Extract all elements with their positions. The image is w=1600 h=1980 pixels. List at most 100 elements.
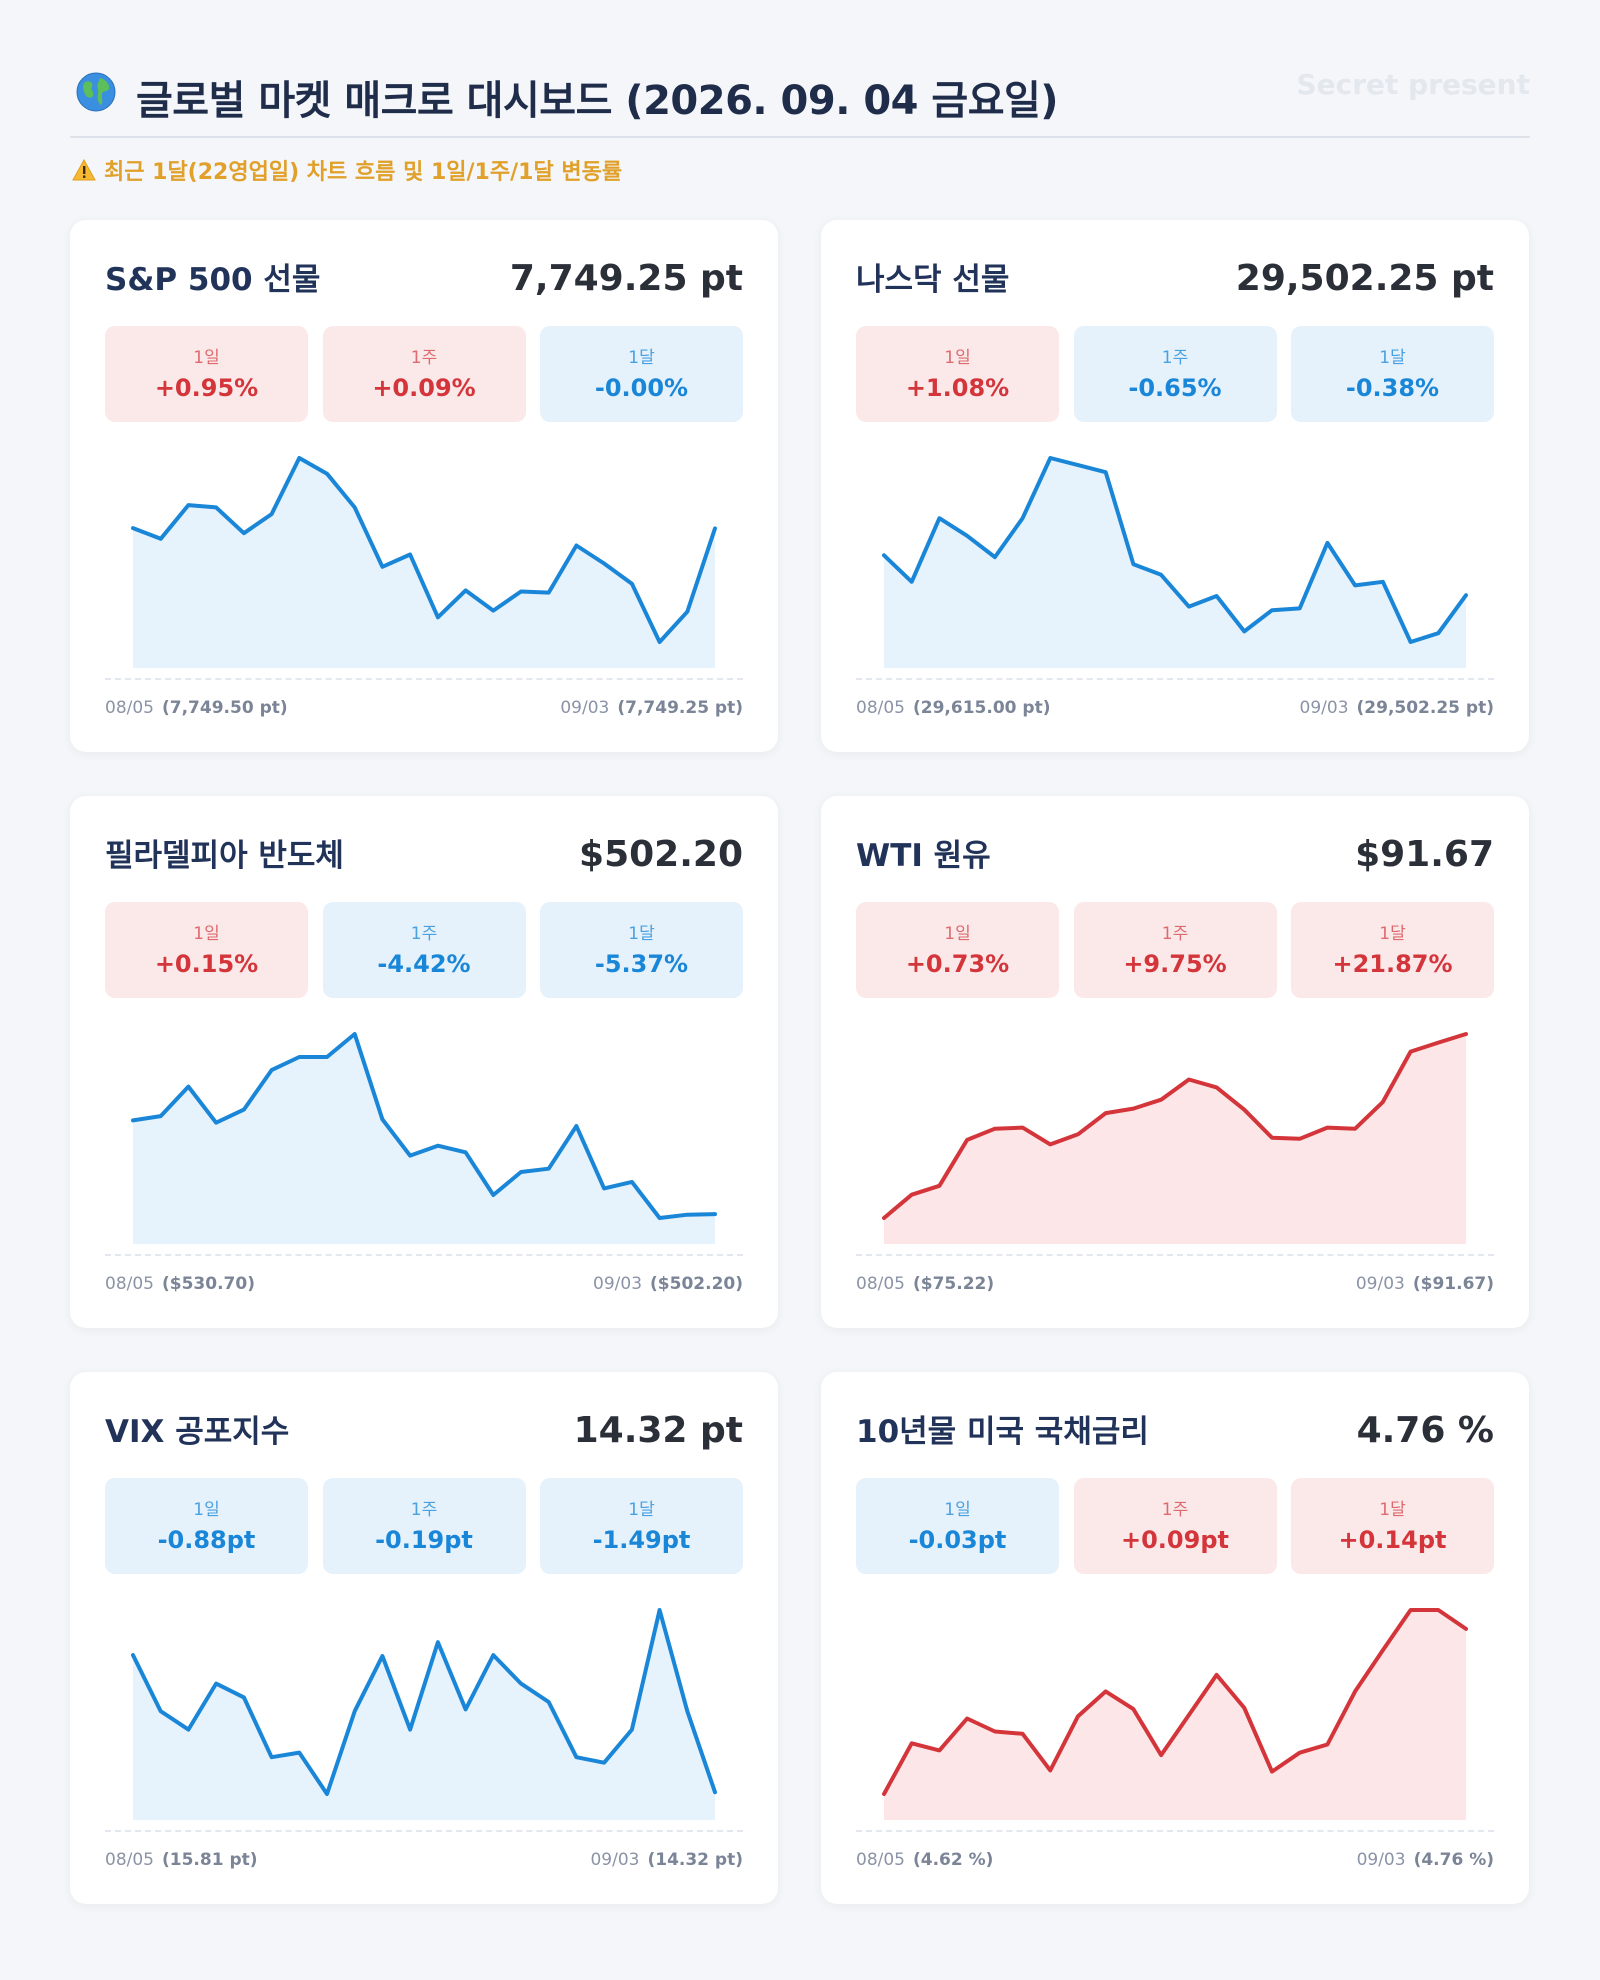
change-value: +0.09% (372, 374, 476, 402)
market-name: 10년물 미국 국채금리 (856, 1414, 1149, 1450)
chart-area-fill (884, 458, 1466, 668)
start-date: 08/05 (105, 1850, 154, 1870)
change-box: 1달 +0.14pt (1291, 1478, 1494, 1574)
change-period-label: 1일 (193, 348, 220, 368)
end-date: 09/03 (560, 698, 610, 718)
change-value: +0.73% (905, 950, 1010, 978)
change-boxes: 1일 +0.15% 1주 -4.42% 1달 -5.37% (105, 902, 743, 998)
change-period-label: 1주 (410, 924, 438, 944)
end-label: 09/03 (4.76 %) (1357, 1850, 1494, 1870)
chart-baseline (856, 678, 1494, 680)
market-name: 나스닥 선물 (856, 262, 1010, 298)
start-label: 08/05 (15.81 pt) (105, 1850, 258, 1870)
change-period-label: 1주 (1161, 348, 1189, 368)
change-value: -5.37% (594, 950, 689, 978)
start-label: 08/05 (29,615.00 pt) (856, 698, 1050, 718)
chart-baseline (105, 678, 743, 680)
end-value: (7,749.25 pt) (617, 698, 743, 718)
start-date: 08/05 (105, 1274, 154, 1294)
end-date: 09/03 (593, 1274, 643, 1294)
page-subtitle: 최근 1달(22영업일) 차트 흐름 및 1일/1주/1달 변동률 (72, 154, 622, 186)
change-box: 1달 -5.37% (540, 902, 743, 998)
chart-area-fill (133, 1034, 715, 1244)
change-value: +0.09pt (1121, 1526, 1229, 1554)
change-period-label: 1일 (193, 1500, 220, 1520)
start-value: ($530.70) (162, 1274, 255, 1294)
change-box: 1일 +1.08% (856, 326, 1059, 422)
change-value: -1.49pt (592, 1526, 691, 1554)
price-chart (882, 1032, 1468, 1244)
change-box: 1달 +21.87% (1291, 902, 1494, 998)
chart-area-fill (133, 1610, 715, 1820)
card-wti: WTI 원유 $91.67 1일 +0.73% 1주 +9.75% 1달 +21… (821, 796, 1529, 1328)
change-box: 1달 -0.00% (540, 326, 743, 422)
start-label: 08/05 ($530.70) (105, 1274, 255, 1294)
chart-series-line (882, 1032, 1468, 1220)
change-value: -0.19pt (375, 1526, 473, 1554)
change-value: +0.14pt (1338, 1526, 1447, 1554)
market-name: WTI 원유 (856, 838, 991, 874)
start-date: 08/05 (856, 698, 905, 718)
change-period-label: 1달 (628, 348, 655, 368)
change-box: 1달 -1.49pt (540, 1478, 743, 1574)
warning-icon (72, 159, 96, 181)
change-box: 1주 +0.09pt (1073, 1478, 1277, 1574)
price-chart (882, 1608, 1468, 1820)
change-box: 1주 -0.65% (1073, 326, 1277, 422)
change-period-label: 1일 (944, 348, 971, 368)
market-price: 7,749.25 pt (509, 258, 743, 299)
card-sp500-futures: S&P 500 선물 7,749.25 pt 1일 +0.95% 1주 +0.0… (70, 220, 778, 752)
price-chart (131, 1608, 717, 1820)
change-boxes: 1일 -0.88pt 1주 -0.19pt 1달 -1.49pt (105, 1478, 743, 1574)
change-boxes: 1일 +0.95% 1주 +0.09% 1달 -0.00% (105, 326, 743, 422)
change-value: +0.15% (154, 950, 259, 978)
start-label: 08/05 (4.62 %) (856, 1850, 993, 1870)
card-sox: 필라델피아 반도체 $502.20 1일 +0.15% 1주 -4.42% 1달… (70, 796, 778, 1328)
chart-baseline (105, 1830, 743, 1832)
change-box: 1일 -0.03pt (856, 1478, 1059, 1574)
change-box: 1주 +0.09% (322, 326, 526, 422)
end-label: 09/03 (7,749.25 pt) (560, 698, 743, 718)
start-label: 08/05 (7,749.50 pt) (105, 698, 288, 718)
start-value: (29,615.00 pt) (913, 698, 1051, 718)
change-box: 1주 +9.75% (1073, 902, 1277, 998)
change-value: -0.03pt (908, 1526, 1007, 1554)
market-price: $502.20 (579, 834, 743, 875)
chart-series-line (131, 456, 717, 644)
chart-area-fill (133, 458, 715, 668)
globe-icon (76, 72, 116, 112)
market-price: 14.32 pt (573, 1410, 743, 1451)
end-label: 09/03 ($91.67) (1356, 1274, 1494, 1294)
change-value: +1.08% (905, 374, 1010, 402)
price-chart (882, 456, 1468, 668)
change-value: -0.88pt (157, 1526, 256, 1554)
chart-baseline (856, 1254, 1494, 1256)
market-name: 필라델피아 반도체 (105, 838, 344, 874)
change-period-label: 1달 (1379, 924, 1406, 944)
change-value: -0.65% (1128, 374, 1222, 402)
start-date: 08/05 (105, 698, 154, 718)
chart-series-line (131, 1032, 717, 1220)
card-us10y: 10년물 미국 국채금리 4.76 % 1일 -0.03pt 1주 +0.09p… (821, 1372, 1529, 1904)
chart-baseline (856, 1830, 1494, 1832)
change-value: +21.87% (1332, 950, 1453, 978)
change-period-label: 1달 (1379, 348, 1406, 368)
change-period-label: 1일 (944, 1500, 971, 1520)
card-nasdaq-futures: 나스닥 선물 29,502.25 pt 1일 +1.08% 1주 -0.65% … (821, 220, 1529, 752)
change-value: +0.95% (154, 374, 259, 402)
change-period-label: 1주 (410, 1500, 438, 1520)
start-date: 08/05 (856, 1850, 905, 1870)
change-period-label: 1달 (628, 924, 655, 944)
change-boxes: 1일 -0.03pt 1주 +0.09pt 1달 +0.14pt (856, 1478, 1494, 1574)
market-price: 29,502.25 pt (1235, 258, 1494, 299)
change-boxes: 1일 +0.73% 1주 +9.75% 1달 +21.87% (856, 902, 1494, 998)
subtitle-text: 최근 1달(22영업일) 차트 흐름 및 1일/1주/1달 변동률 (104, 160, 623, 185)
chart-area-fill (884, 1610, 1466, 1820)
change-period-label: 1일 (944, 924, 971, 944)
price-chart (131, 456, 717, 668)
page-title: 글로벌 마켓 매크로 대시보드 (2026. 09. 04 금요일) (136, 78, 1059, 124)
chart-baseline (105, 1254, 743, 1256)
end-date: 09/03 (1299, 698, 1349, 718)
start-value: (15.81 pt) (162, 1850, 258, 1870)
change-period-label: 1주 (1161, 1500, 1189, 1520)
